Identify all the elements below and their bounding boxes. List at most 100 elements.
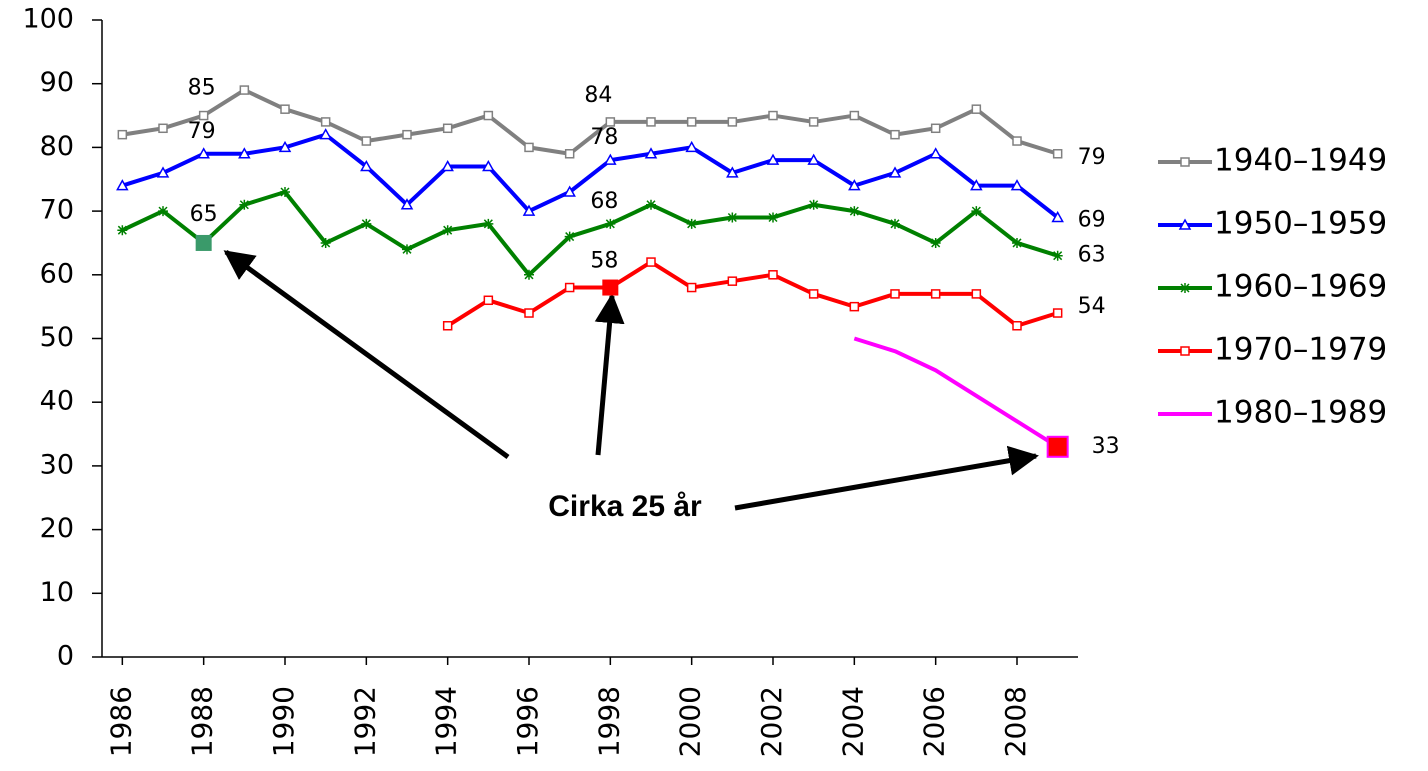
point: [930, 289, 941, 299]
point: [483, 110, 494, 121]
point: [849, 110, 860, 121]
y-tick-label: 10: [40, 577, 74, 608]
x-tick-label: 1988: [186, 686, 219, 757]
point: [524, 308, 534, 318]
point: [117, 225, 128, 236]
point: [402, 129, 412, 140]
series-line: [121, 132, 1059, 220]
annotation: Cirka 25 år: [548, 490, 702, 523]
x-tick-label: 2002: [755, 686, 788, 757]
series-line: [122, 88, 1059, 156]
point: [727, 276, 738, 286]
point: [605, 117, 616, 127]
point: [483, 295, 494, 306]
x-tick-label: 1994: [430, 686, 463, 757]
point: [483, 218, 494, 229]
point: [1052, 149, 1063, 159]
data-label: 68: [590, 189, 618, 214]
point: [563, 185, 576, 197]
point: [360, 159, 373, 172]
point: [198, 110, 209, 121]
point: [808, 289, 819, 299]
point: [278, 140, 292, 153]
point: [320, 237, 331, 248]
point: [807, 153, 820, 165]
point: [930, 123, 941, 134]
point: [1012, 321, 1022, 331]
point: [1012, 237, 1022, 248]
legend-marker: [1180, 283, 1190, 293]
y-tick-label: 50: [40, 322, 74, 353]
point: [116, 179, 129, 191]
point: [685, 140, 698, 153]
y-tick-label: 80: [40, 131, 74, 162]
point: [1010, 179, 1024, 191]
data-label: 33: [1092, 434, 1120, 459]
y-tick-label: 100: [22, 4, 74, 35]
data-label: 65: [190, 202, 218, 227]
data-label: 79: [1078, 145, 1106, 170]
series-line: [446, 260, 1059, 328]
y-tick-label: 40: [40, 386, 74, 417]
point: [1012, 136, 1022, 146]
legend-label: 1950–1959: [1214, 206, 1387, 242]
y-tick-label: 0: [57, 641, 74, 672]
point: [280, 104, 290, 114]
data-label: 58: [590, 249, 618, 274]
x-tick-label: 2008: [999, 686, 1032, 757]
point: [970, 179, 983, 191]
point: [808, 117, 819, 127]
arrow: [734, 445, 1039, 511]
point: [849, 301, 860, 312]
point: [929, 147, 942, 159]
point: [808, 199, 819, 210]
arrow: [594, 293, 625, 456]
point: [890, 218, 900, 229]
point: [971, 104, 982, 114]
data-label: 54: [1078, 294, 1106, 319]
point: [766, 153, 780, 165]
series-line: [853, 336, 1059, 449]
point: [930, 237, 941, 248]
point: [890, 289, 900, 299]
point: [117, 129, 128, 140]
data-label: 69: [1078, 207, 1106, 232]
point: [320, 117, 331, 127]
point: [239, 199, 250, 210]
highlight-point: [602, 279, 619, 296]
data-label: 84: [584, 83, 612, 108]
x-tick-label: 2006: [918, 686, 951, 757]
point: [686, 282, 697, 293]
point: [1051, 210, 1064, 223]
point: [197, 147, 210, 159]
x-tick-label: 2004: [836, 686, 869, 757]
x-tick-label: 1986: [104, 686, 137, 757]
point: [361, 136, 372, 146]
point: [646, 257, 656, 267]
highlight-point: [195, 234, 212, 251]
y-tick-label: 30: [40, 449, 74, 480]
point: [441, 159, 454, 172]
point: [564, 282, 575, 293]
point: [524, 269, 534, 280]
y-tick-label: 60: [40, 258, 74, 289]
point: [158, 206, 168, 217]
point: [768, 110, 778, 121]
data-label: 78: [590, 125, 618, 150]
point: [686, 117, 697, 127]
data-label: 63: [1078, 243, 1106, 268]
point: [442, 225, 453, 236]
point: [158, 123, 168, 134]
x-tick-label: 1990: [267, 686, 300, 757]
point: [522, 204, 536, 216]
highlight-point: [1046, 435, 1069, 458]
legend-label: 1970–1979: [1214, 332, 1387, 368]
point: [971, 289, 982, 299]
legend-label: 1960–1969: [1214, 269, 1387, 305]
arrow: [223, 249, 510, 460]
point: [848, 179, 861, 191]
point: [646, 117, 656, 127]
y-tick-label: 70: [40, 195, 74, 226]
point: [524, 142, 534, 153]
